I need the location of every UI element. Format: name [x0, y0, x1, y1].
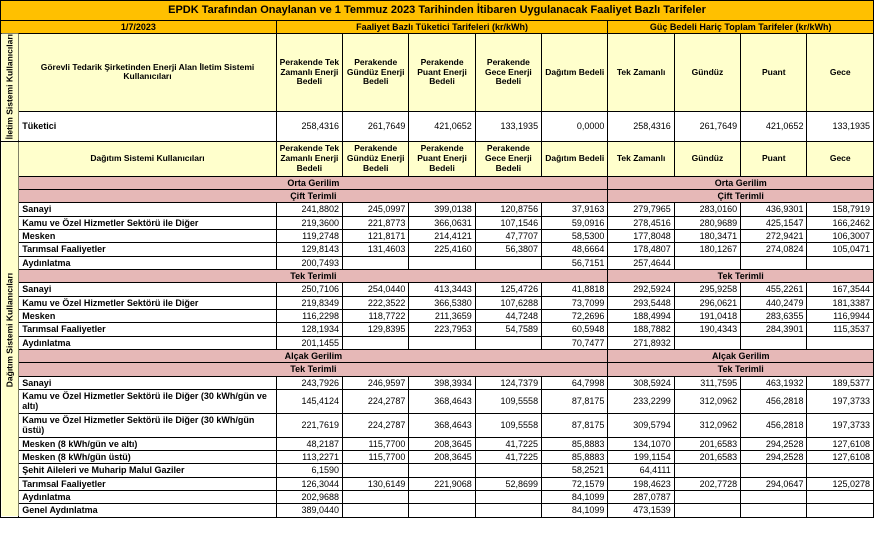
- row-ag-mesken8u: Mesken (8 kWh/gün üstü): [19, 450, 276, 463]
- side-iletim: İletim Sistemi Kullanıcıları: [1, 33, 19, 141]
- sect-tt-1: Tek Terimli: [19, 270, 608, 283]
- side-dagitim: Dağıtım Sistemi Kullanıcıları: [1, 142, 19, 517]
- row-ag-tarim: Tarımsal Faaliyetler: [19, 477, 276, 490]
- sect-og-2: Orta Gerilim: [608, 176, 874, 189]
- header-total: Güç Bedeli Hariç Toplam Tarifeler (kr/kW…: [608, 20, 874, 33]
- row-ag-mesken8a: Mesken (8 kWh/gün ve altı): [19, 437, 276, 450]
- row-ct-tarim: Tarımsal Faaliyetler: [19, 243, 276, 256]
- main-title: EPDK Tarafından Onaylanan ve 1 Temmuz 20…: [1, 1, 874, 21]
- sect-agtt-1: Tek Terimli: [19, 363, 608, 376]
- sect-tt-2: Tek Terimli: [608, 270, 874, 283]
- row-tt-aydin: Aydınlatma: [19, 336, 276, 349]
- row-ag-sanayi: Sanayi: [19, 376, 276, 389]
- row-tt-tarim: Tarımsal Faaliyetler: [19, 323, 276, 336]
- lbl-dagitim: Dağıtım Sistemi Kullanıcıları: [19, 142, 276, 176]
- row-tuketici: Tüketici: [19, 111, 276, 141]
- row-tt-sanayi: Sanayi: [19, 283, 276, 296]
- row-ag-kamu30u: Kamu ve Özel Hizmetler Sektörü ile Diğer…: [19, 413, 276, 437]
- lbl-iletim: Görevli Tedarik Şirketinden Enerji Alan …: [19, 33, 276, 111]
- sect-ct-2: Çift Terimli: [608, 189, 874, 202]
- sect-agtt-2: Tek Terimli: [608, 363, 874, 376]
- row-ct-mesken: Mesken: [19, 230, 276, 243]
- row-ag-sehit: Şehit Aileleri ve Muharip Malul Gaziler: [19, 464, 276, 477]
- row-tt-mesken: Mesken: [19, 310, 276, 323]
- row-ag-genay: Genel Aydınlatma: [19, 504, 276, 517]
- sect-og-1: Orta Gerilim: [19, 176, 608, 189]
- sect-ag-2: Alçak Gerilim: [608, 350, 874, 363]
- date-cell: 1/7/2023: [1, 20, 277, 33]
- row-ct-aydin: Aydınlatma: [19, 256, 276, 269]
- row-ag-kamu30a: Kamu ve Özel Hizmetler Sektörü ile Diğer…: [19, 390, 276, 414]
- sect-ct-1: Çift Terimli: [19, 189, 608, 202]
- header-consumer: Faaliyet Bazlı Tüketici Tarifeleri (kr/k…: [276, 20, 608, 33]
- row-ct-kamu: Kamu ve Özel Hizmetler Sektörü ile Diğer: [19, 216, 276, 229]
- row-ct-sanayi: Sanayi: [19, 203, 276, 216]
- row-ag-aydin: Aydınlatma: [19, 490, 276, 503]
- row-tt-kamu: Kamu ve Özel Hizmetler Sektörü ile Diğer: [19, 296, 276, 309]
- sect-ag-1: Alçak Gerilim: [19, 350, 608, 363]
